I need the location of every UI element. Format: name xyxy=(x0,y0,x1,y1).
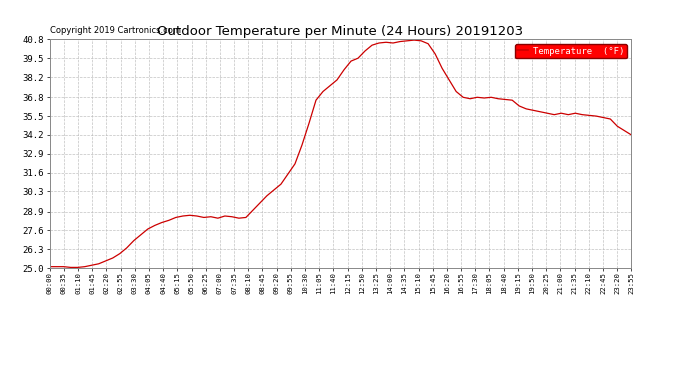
Legend: Temperature  (°F): Temperature (°F) xyxy=(515,44,627,58)
Text: Copyright 2019 Cartronics.com: Copyright 2019 Cartronics.com xyxy=(50,26,181,35)
Title: Outdoor Temperature per Minute (24 Hours) 20191203: Outdoor Temperature per Minute (24 Hours… xyxy=(157,25,524,38)
